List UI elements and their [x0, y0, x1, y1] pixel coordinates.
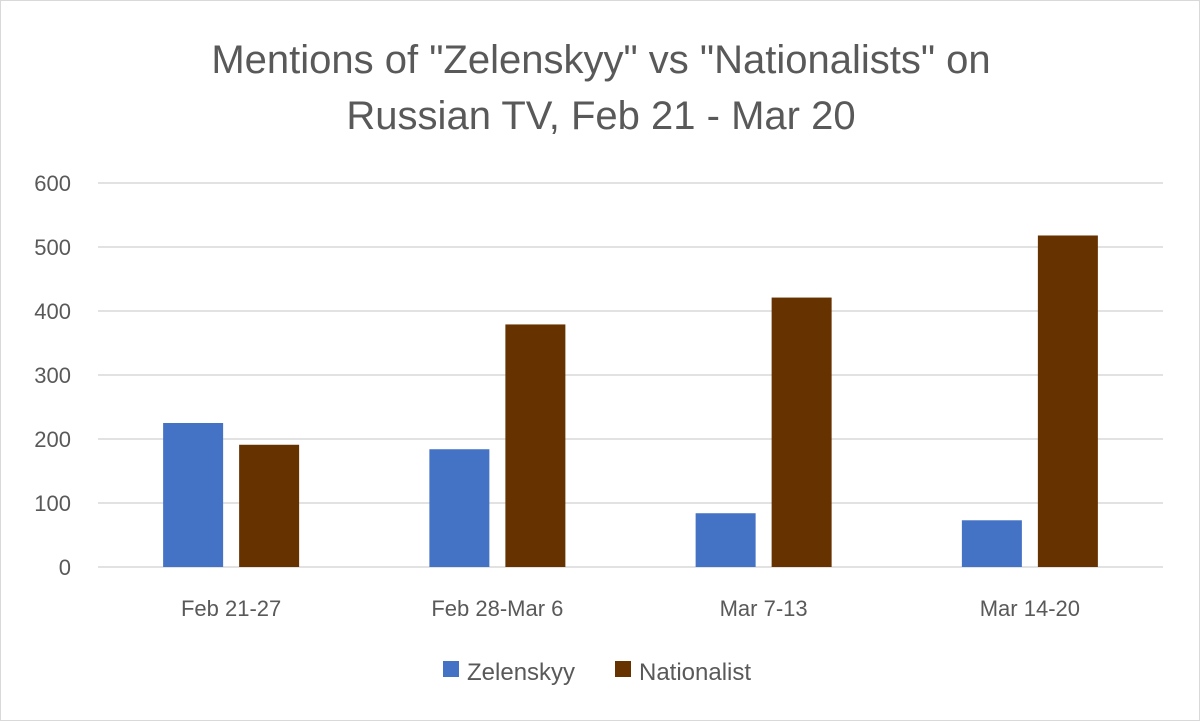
legend: Zelenskyy Nationalist	[443, 659, 751, 686]
chart-title-line-2: Russian TV, Feb 21 - Mar 20	[346, 94, 855, 138]
y-tick-label: 300	[34, 363, 71, 388]
legend-label-nationalist: Nationalist	[639, 659, 751, 686]
y-tick-label: 500	[34, 235, 71, 260]
x-tick-label: Mar 7-13	[720, 596, 808, 621]
bar-nationalist-1	[239, 444, 300, 567]
y-tick-label: 600	[34, 171, 71, 196]
x-tick-label: Feb 21-27	[181, 596, 281, 621]
bar-zelenskyy-4	[961, 520, 1022, 567]
x-axis-tick-labels: Feb 21-27 Feb 28-Mar 6 Mar 7-13 Mar 14-20	[181, 596, 1080, 621]
bar-zelenskyy-1	[163, 423, 224, 567]
x-tick-label: Mar 14-20	[980, 596, 1080, 621]
chart-title-line-1: Mentions of "Zelenskyy" vs "Nationalists…	[211, 38, 990, 82]
y-tick-label: 200	[34, 427, 71, 452]
legend-swatch-nationalist	[615, 661, 631, 677]
bar-zelenskyy-3	[695, 513, 756, 567]
legend-swatch-zelenskyy	[443, 661, 459, 677]
y-tick-label: 0	[59, 555, 71, 580]
y-axis-tick-labels: 0 100 200 300 400 500 600	[34, 171, 71, 580]
bars	[163, 235, 1098, 568]
bar-nationalist-4	[1037, 235, 1098, 568]
x-tick-label: Feb 28-Mar 6	[431, 596, 563, 621]
legend-label-zelenskyy: Zelenskyy	[467, 659, 575, 686]
bar-zelenskyy-2	[429, 449, 490, 567]
bar-nationalist-3	[771, 297, 832, 567]
chart-title: Mentions of "Zelenskyy" vs "Nationalists…	[211, 38, 990, 138]
y-tick-label: 400	[34, 299, 71, 324]
bar-nationalist-2	[505, 324, 566, 567]
y-tick-label: 100	[34, 491, 71, 516]
